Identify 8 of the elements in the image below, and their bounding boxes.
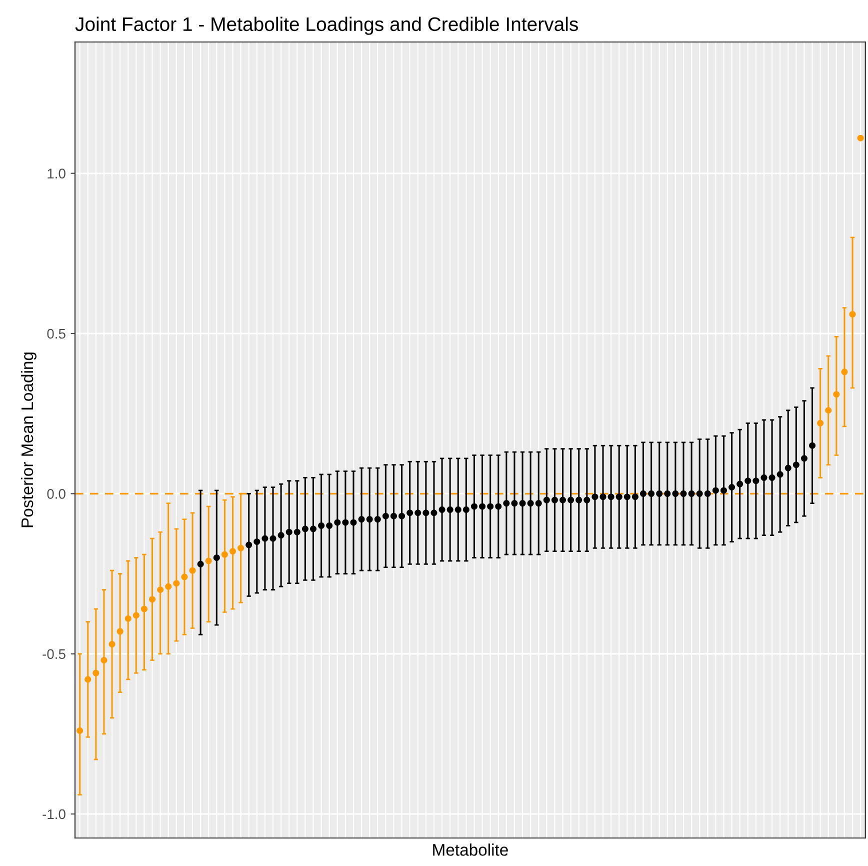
y-tick-label: 0.0 (47, 488, 66, 499)
y-tick-label: -0.5 (42, 649, 66, 659)
y-tick-label: 0.5 (47, 328, 66, 339)
y-tick-label: -1.0 (42, 809, 66, 820)
chart-title: Joint Factor 1 - Metabolite Loadings and Credible Intervals (75, 16, 578, 35)
x-axis-title: Metabolite (433, 844, 508, 856)
y-axis-title: Posterior Mean Loading (20, 352, 36, 528)
y-tick-label: 1.0 (48, 168, 66, 178)
